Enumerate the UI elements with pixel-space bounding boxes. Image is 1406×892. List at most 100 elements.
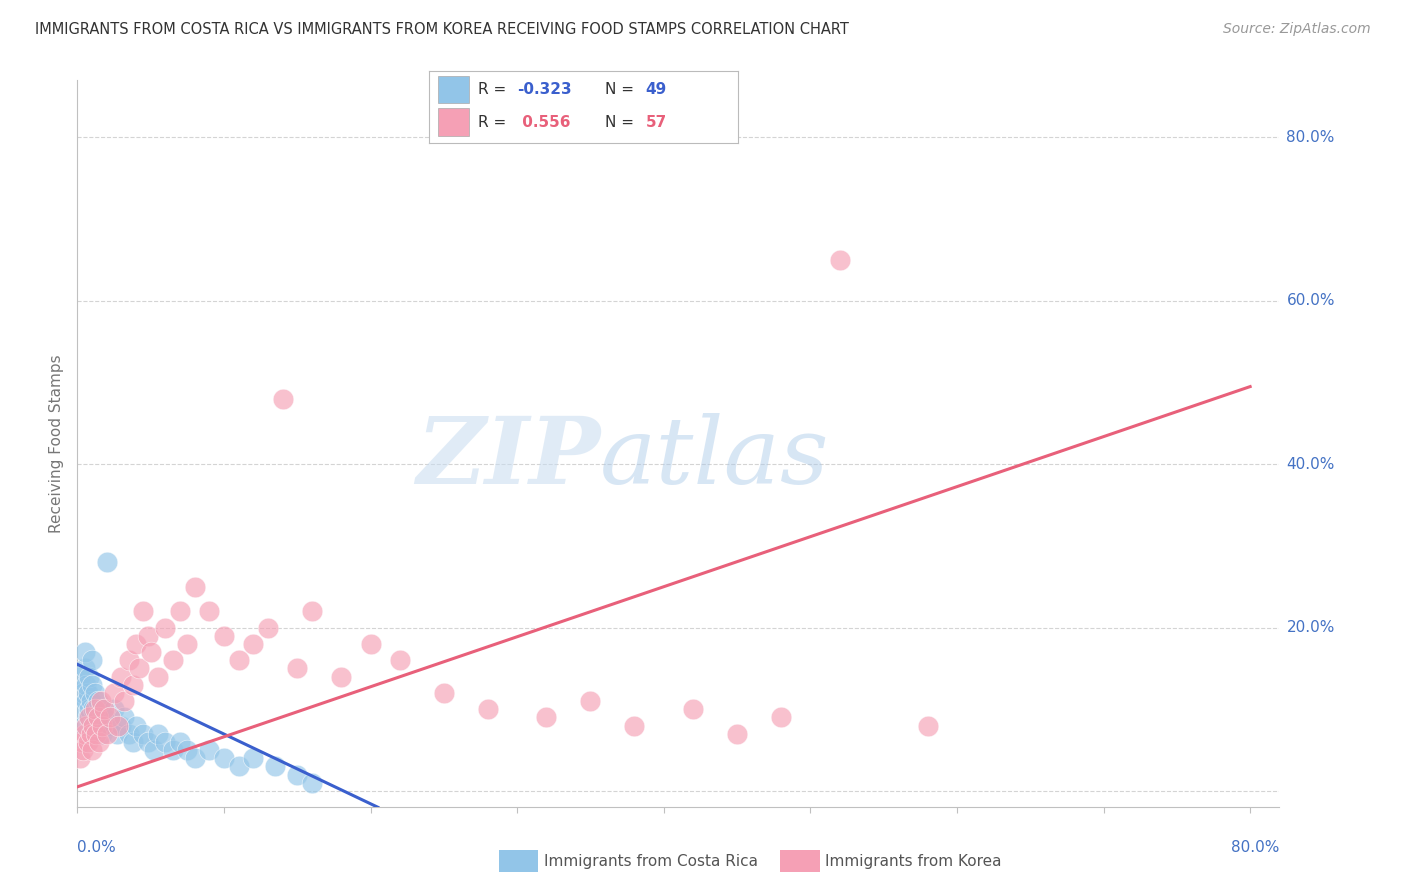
Point xyxy=(96,555,118,569)
Point xyxy=(301,604,323,618)
Point xyxy=(89,735,111,749)
Text: ZIP: ZIP xyxy=(416,413,600,503)
Point xyxy=(103,686,125,700)
Text: 20.0%: 20.0% xyxy=(1286,620,1334,635)
Bar xyxy=(439,109,470,136)
Point xyxy=(69,669,91,683)
Point xyxy=(87,694,110,708)
Point xyxy=(228,653,250,667)
Point xyxy=(183,751,205,765)
Point xyxy=(146,669,169,683)
Point xyxy=(388,653,411,667)
Point xyxy=(169,604,191,618)
Point xyxy=(91,727,114,741)
Text: 0.556: 0.556 xyxy=(517,114,571,129)
Point xyxy=(77,710,100,724)
Point xyxy=(285,767,308,781)
Point xyxy=(198,604,221,618)
Point xyxy=(80,743,103,757)
Point xyxy=(110,669,132,683)
Point xyxy=(84,702,107,716)
Point xyxy=(169,735,191,749)
Point xyxy=(107,718,129,732)
Point xyxy=(112,710,135,724)
Point xyxy=(769,710,792,724)
Text: atlas: atlas xyxy=(600,413,830,503)
Text: Immigrants from Costa Rica: Immigrants from Costa Rica xyxy=(544,855,758,869)
Point xyxy=(93,710,115,724)
Point xyxy=(433,686,456,700)
Text: Immigrants from Korea: Immigrants from Korea xyxy=(825,855,1002,869)
Point xyxy=(176,743,198,757)
Point xyxy=(125,637,148,651)
Text: R =: R = xyxy=(478,82,512,96)
Point xyxy=(73,727,96,741)
Point xyxy=(228,759,250,773)
Point xyxy=(76,735,98,749)
Point xyxy=(917,718,939,732)
Point xyxy=(86,727,108,741)
Point xyxy=(536,710,558,724)
Text: 40.0%: 40.0% xyxy=(1286,457,1334,472)
Point xyxy=(69,751,91,765)
Point xyxy=(285,661,308,675)
Point xyxy=(132,604,155,618)
Point xyxy=(301,776,323,790)
Point xyxy=(212,629,235,643)
Point xyxy=(75,678,97,692)
Text: R =: R = xyxy=(478,114,512,129)
Point xyxy=(142,743,165,757)
Point xyxy=(623,718,645,732)
Point xyxy=(79,694,101,708)
Point xyxy=(73,661,96,675)
Point xyxy=(90,694,112,708)
Point xyxy=(176,637,198,651)
Point xyxy=(103,702,125,716)
Point xyxy=(155,735,177,749)
Point xyxy=(682,702,704,716)
Text: -0.323: -0.323 xyxy=(517,82,572,96)
Point xyxy=(72,686,94,700)
Point xyxy=(96,727,118,741)
Point xyxy=(80,653,103,667)
Point xyxy=(136,735,159,749)
Point xyxy=(80,678,103,692)
Point xyxy=(70,735,93,749)
Point xyxy=(477,702,499,716)
Text: 49: 49 xyxy=(645,82,666,96)
Point xyxy=(79,727,101,741)
Point xyxy=(90,702,112,716)
Point xyxy=(76,686,98,700)
Point xyxy=(70,702,93,716)
Point xyxy=(162,743,184,757)
Point xyxy=(84,686,107,700)
Point xyxy=(330,669,353,683)
Point xyxy=(75,694,97,708)
Point xyxy=(264,759,287,773)
Point xyxy=(828,252,851,267)
Point xyxy=(242,637,264,651)
Point xyxy=(360,637,382,651)
Point xyxy=(72,743,94,757)
Bar xyxy=(439,76,470,103)
Point xyxy=(257,621,280,635)
Point xyxy=(122,735,145,749)
Point xyxy=(105,727,128,741)
Point xyxy=(82,718,104,732)
Point xyxy=(86,710,108,724)
Point xyxy=(77,702,100,716)
Point xyxy=(579,694,602,708)
Text: Source: ZipAtlas.com: Source: ZipAtlas.com xyxy=(1223,22,1371,37)
Text: 0.0%: 0.0% xyxy=(77,840,117,855)
Point xyxy=(87,710,110,724)
Point xyxy=(93,702,115,716)
Text: N =: N = xyxy=(605,82,638,96)
Point xyxy=(76,710,98,724)
Point xyxy=(198,743,221,757)
Text: 60.0%: 60.0% xyxy=(1286,293,1334,309)
Point xyxy=(139,645,162,659)
Point xyxy=(82,702,104,716)
Point xyxy=(122,678,145,692)
Point xyxy=(725,727,748,741)
Point xyxy=(79,718,101,732)
